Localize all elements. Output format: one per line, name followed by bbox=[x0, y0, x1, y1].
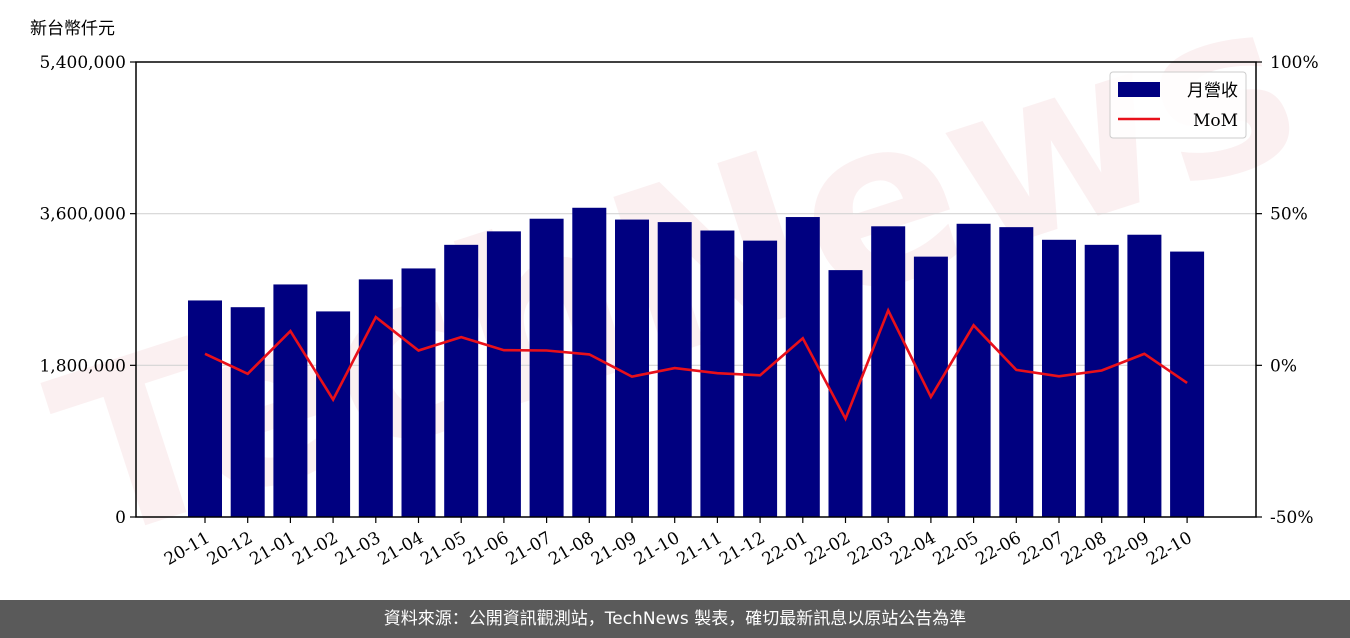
x-tick-label: 22-04 bbox=[887, 528, 939, 570]
x-tick-label: 22-09 bbox=[1100, 528, 1152, 570]
axes: 0 1,800,000 3,600,000 5,400,000 -50% 0% 50% 100… bbox=[30, 19, 1319, 570]
bar-21-06 bbox=[486, 231, 521, 517]
x-tick-label: 21-06 bbox=[460, 528, 512, 570]
legend: 月營收 MoM bbox=[1109, 71, 1247, 139]
bar-22-01 bbox=[785, 217, 820, 517]
x-tick-label: 21-05 bbox=[417, 528, 469, 570]
bar-22-09 bbox=[1127, 234, 1162, 517]
x-tick-label: 22-08 bbox=[1058, 528, 1110, 570]
plot-frame bbox=[135, 61, 1257, 518]
bar-22-04 bbox=[913, 256, 948, 517]
x-tick-label: 22-01 bbox=[759, 528, 811, 570]
source-footer: 資料來源：公開資訊觀測站，TechNews 製表，確切最新訊息以原站公告為準 bbox=[0, 600, 1350, 638]
x-tick-label: 21-08 bbox=[545, 528, 597, 570]
x-tick-label: 22-03 bbox=[844, 528, 896, 570]
left-tick-label: 3,600,000 bbox=[39, 205, 126, 225]
x-tick-label: 21-07 bbox=[503, 528, 555, 570]
bar-21-09 bbox=[615, 219, 649, 517]
bar-22-10 bbox=[1170, 251, 1205, 518]
x-tick-label: 22-07 bbox=[1015, 528, 1067, 570]
bar-20-11 bbox=[188, 300, 222, 517]
bar-20-12 bbox=[230, 307, 265, 517]
left-tick-label: 5,400,000 bbox=[39, 53, 126, 73]
x-tick-label: 21-02 bbox=[289, 528, 341, 570]
bar-22-02 bbox=[828, 270, 863, 517]
x-tick-label: 22-06 bbox=[972, 528, 1024, 570]
x-tick-label: 21-12 bbox=[716, 528, 768, 570]
bar-21-07 bbox=[529, 218, 564, 517]
legend-bar-label: 月營收 bbox=[1187, 81, 1238, 101]
x-tick-label: 21-10 bbox=[631, 528, 683, 570]
left-tick-label: 1,800,000 bbox=[39, 356, 126, 376]
x-tick-label: 22-10 bbox=[1143, 528, 1195, 570]
x-tick-label: 21-03 bbox=[332, 528, 384, 570]
bar-21-05 bbox=[444, 244, 479, 517]
right-tick-label: -50% bbox=[1270, 508, 1314, 528]
bar-22-05 bbox=[956, 223, 991, 517]
chart: TechNews 01,800,0003,600,0005,400,000-50… bbox=[26, 0, 1326, 595]
bar-22-07 bbox=[1042, 239, 1076, 517]
bar-22-08 bbox=[1084, 244, 1119, 517]
bar-21-04 bbox=[401, 268, 436, 517]
right-tick-label: 0% bbox=[1270, 356, 1297, 376]
mom-line-series bbox=[204, 307, 1188, 422]
y-axis-unit-label: 新台幣仟元 bbox=[30, 19, 115, 39]
x-tick-label: 21-04 bbox=[375, 528, 427, 570]
x-tick-label: 21-09 bbox=[588, 528, 640, 570]
legend-bar-swatch bbox=[1118, 82, 1160, 97]
bar-21-08 bbox=[572, 207, 607, 517]
legend-line-label: MoM bbox=[1193, 111, 1238, 131]
bar-22-03 bbox=[871, 226, 906, 518]
bar-21-02 bbox=[316, 311, 351, 517]
right-tick-label: 50% bbox=[1270, 205, 1308, 225]
bar-21-03 bbox=[358, 279, 393, 517]
x-tick-label: 22-05 bbox=[930, 528, 982, 570]
left-tick-label: 0 bbox=[115, 508, 126, 528]
x-tick-label: 21-11 bbox=[673, 528, 725, 570]
bar-series bbox=[188, 207, 1205, 518]
right-tick-label: 100% bbox=[1270, 53, 1319, 73]
bar-21-01 bbox=[273, 284, 308, 517]
mom-line bbox=[204, 307, 1188, 422]
bar-21-12 bbox=[743, 240, 778, 517]
x-tick-label: 22-02 bbox=[802, 528, 854, 570]
